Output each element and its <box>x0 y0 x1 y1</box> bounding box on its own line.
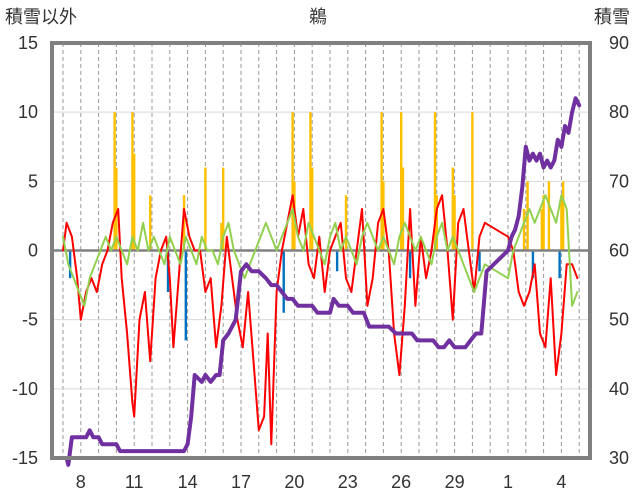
left-y-tick-label: -10 <box>12 379 38 399</box>
bar-positive <box>435 195 438 251</box>
right-y-tick-label: 90 <box>609 33 629 53</box>
x-tick-label: 26 <box>391 472 411 492</box>
bar-positive <box>542 195 545 251</box>
purple-line-series <box>61 96 582 467</box>
x-tick-label: 14 <box>178 472 198 492</box>
bar-positive <box>540 209 544 251</box>
bar-positive <box>204 167 207 251</box>
bar-positive <box>380 112 383 251</box>
right-axis-title: 積雪 <box>594 7 630 28</box>
bar-positive <box>344 195 348 251</box>
bar-positive <box>291 112 294 251</box>
bar-negative <box>68 250 72 279</box>
right-y-tick-label: 50 <box>609 310 629 330</box>
grid-lines <box>52 43 590 458</box>
x-tick-label: 8 <box>76 472 86 492</box>
bar-negative <box>335 250 339 272</box>
left-y-tick-label: 10 <box>18 102 38 122</box>
bar-negative <box>478 250 481 272</box>
chart-title: 鵜 <box>309 7 327 28</box>
x-tick-label: 1 <box>503 472 513 492</box>
bar-positive <box>131 112 134 251</box>
left-y-tick-label: -15 <box>12 448 38 468</box>
line-series <box>61 96 582 467</box>
bar-positive <box>400 112 403 251</box>
bar-positive <box>309 112 312 251</box>
x-tick-label: 17 <box>231 472 251 492</box>
bar-negative <box>408 250 412 279</box>
bar-positive <box>133 153 136 251</box>
right-y-tick-label: 80 <box>609 102 629 122</box>
bar-positive <box>433 112 437 251</box>
left-y-tick-label: 5 <box>28 171 38 191</box>
bar-positive <box>182 195 186 251</box>
x-tick-label: 20 <box>284 472 304 492</box>
bar-negative <box>184 250 188 341</box>
bar-positive <box>471 112 474 251</box>
x-tick-label: 29 <box>445 472 465 492</box>
bar-positive <box>149 195 152 251</box>
bar-positive <box>560 195 563 251</box>
left-y-tick-label: 0 <box>28 241 38 261</box>
plot-frame <box>50 41 592 460</box>
left-axis-title: 積雪以外 <box>5 7 77 28</box>
bar-negative <box>531 250 535 279</box>
x-tick-label: 23 <box>338 472 358 492</box>
bar-positive <box>561 181 565 251</box>
bar-positive <box>113 112 116 251</box>
bar-positive <box>451 167 455 251</box>
bar-series <box>68 112 565 341</box>
green-line-series <box>62 194 579 307</box>
right-y-tick-label: 70 <box>609 171 629 191</box>
bar-positive <box>401 167 405 251</box>
bar-positive <box>522 209 526 251</box>
bar-negative <box>166 250 170 292</box>
x-tick-label: 4 <box>556 472 566 492</box>
left-y-tick-label: 15 <box>18 33 38 53</box>
bar-positive <box>220 222 223 251</box>
bar-positive <box>453 195 456 251</box>
bar-negative <box>282 250 285 313</box>
x-tick-label: 11 <box>125 472 144 492</box>
bar-positive <box>547 181 551 251</box>
bar-negative <box>558 250 561 279</box>
bar-positive <box>311 167 314 251</box>
right-y-tick-label: 30 <box>609 448 629 468</box>
bar-positive <box>222 167 225 251</box>
bar-positive <box>115 167 118 251</box>
left-y-tick-label: -5 <box>22 310 38 330</box>
right-y-tick-label: 40 <box>609 379 629 399</box>
right-y-tick-label: 60 <box>609 241 629 261</box>
